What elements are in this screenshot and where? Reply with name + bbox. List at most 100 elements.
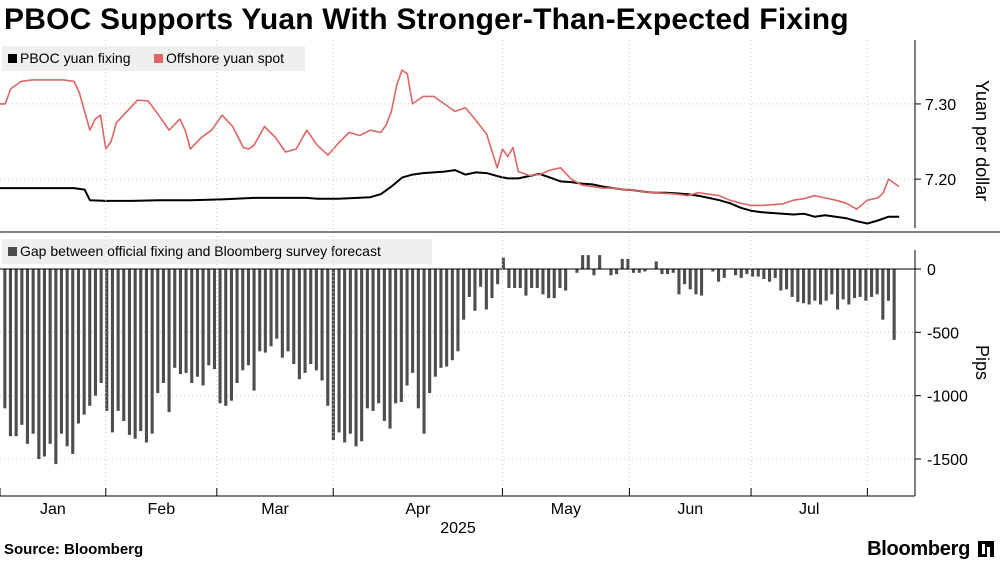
gap-bar <box>377 269 381 404</box>
gap-bar <box>167 269 171 413</box>
bottom-y-tick-label: 0 <box>927 262 936 279</box>
fixing-legend-label: PBOC yuan fixing <box>20 50 131 66</box>
gap-bar <box>892 269 896 340</box>
gap-bar <box>292 269 296 364</box>
gap-bar <box>479 269 483 287</box>
gap-bar <box>229 269 233 401</box>
gap-bar <box>428 269 432 394</box>
gap-bar <box>496 269 500 285</box>
gap-bar <box>150 269 154 434</box>
gap-bar <box>530 269 534 288</box>
bottom-y-axis-label: Pips <box>972 345 992 380</box>
gap-bar <box>320 269 324 381</box>
bottom-y-tick-label: -1000 <box>927 389 968 406</box>
gap-bar <box>762 269 766 280</box>
gap-bar <box>484 269 488 310</box>
gap-bar <box>139 269 143 432</box>
gap-bar <box>133 269 137 439</box>
x-tick-label: Apr <box>405 501 431 518</box>
gap-bar <box>717 269 721 282</box>
gap-bar <box>42 269 46 457</box>
bottom-legend-box <box>2 239 432 264</box>
gap-bar <box>858 269 862 297</box>
gap-bar <box>433 269 437 377</box>
gap-bar <box>552 269 556 299</box>
gap-bar <box>31 269 35 434</box>
gap-bar <box>127 269 131 435</box>
offshore-legend-label: Offshore yuan spot <box>166 50 284 66</box>
gap-bar <box>8 269 12 437</box>
x-tick-label: Mar <box>261 501 289 518</box>
top-panel: PBOC yuan fixing Offshore yuan spot 7.30… <box>0 40 956 228</box>
gap-bar <box>326 269 330 406</box>
gap-bar <box>263 269 267 353</box>
gap-bar <box>751 269 755 277</box>
gap-bar <box>416 269 420 409</box>
gap-bar <box>331 269 335 440</box>
top-legend-box <box>2 46 305 71</box>
gap-bar <box>286 269 290 352</box>
gap-bar <box>394 269 398 404</box>
gap-bar <box>524 269 528 296</box>
bloomberg-terminal-icon <box>978 541 994 557</box>
gap-bar <box>847 269 851 305</box>
x-tick-label: May <box>551 501 581 518</box>
bloomberg-logo: Bloomberg <box>867 538 970 560</box>
gap-bar <box>875 269 879 295</box>
gap-bar <box>48 269 52 444</box>
gap-bar <box>518 269 522 288</box>
gap-bar <box>71 269 75 454</box>
gap-bar <box>88 269 92 406</box>
gap-bar <box>144 269 148 443</box>
gap-bar <box>314 269 318 371</box>
gap-bar <box>116 269 120 411</box>
gap-legend-label: Gap between official fixing and Bloomber… <box>20 243 381 259</box>
gap-bar <box>830 269 834 295</box>
gap-bar <box>626 258 630 269</box>
gap-bar <box>297 269 301 380</box>
gap-bar <box>201 269 205 386</box>
gap-bar <box>161 269 165 383</box>
bottom-panel: Gap between official fixing and Bloomber… <box>0 239 968 496</box>
top-y-tick-label: 7.30 <box>925 97 956 114</box>
gap-bar <box>779 269 783 291</box>
fixing-series-line <box>0 169 900 225</box>
gap-bar <box>360 269 364 442</box>
gap-bar <box>82 269 86 415</box>
gap-bar <box>252 269 256 391</box>
gap-bar <box>586 255 590 269</box>
gap-legend-swatch <box>8 247 17 256</box>
gap-bar <box>399 269 403 402</box>
gap-bar <box>207 269 211 366</box>
gap-bar <box>501 257 505 269</box>
gap-bar <box>575 269 579 273</box>
gap-bar <box>105 269 109 411</box>
gap-bar <box>807 269 811 305</box>
gap-bar <box>671 269 675 273</box>
gap-bar <box>802 269 806 304</box>
gap-bar <box>343 269 347 443</box>
gap-bar <box>790 269 794 297</box>
gap-bar <box>643 269 647 272</box>
gap-bar <box>785 269 789 290</box>
gap-bar <box>581 255 585 269</box>
x-tick-label: Jan <box>40 501 66 518</box>
gap-bar <box>824 269 828 301</box>
gap-bar <box>711 269 715 272</box>
gap-bar <box>462 269 466 320</box>
gap-bar <box>269 269 273 347</box>
gap-bar <box>388 269 392 429</box>
gap-bar <box>722 269 726 278</box>
gap-bar <box>756 269 760 277</box>
gap-bar <box>683 269 687 285</box>
gap-bar <box>405 269 409 386</box>
gap-bar <box>14 269 18 437</box>
x-tick-label: Jul <box>799 501 819 518</box>
gap-bar <box>280 269 284 358</box>
gap-bar <box>513 269 517 288</box>
gap-bar <box>258 269 262 352</box>
gap-bar <box>836 269 840 310</box>
gap-bar <box>739 269 743 278</box>
gap-bar <box>886 269 890 301</box>
gap-bar <box>309 269 313 364</box>
